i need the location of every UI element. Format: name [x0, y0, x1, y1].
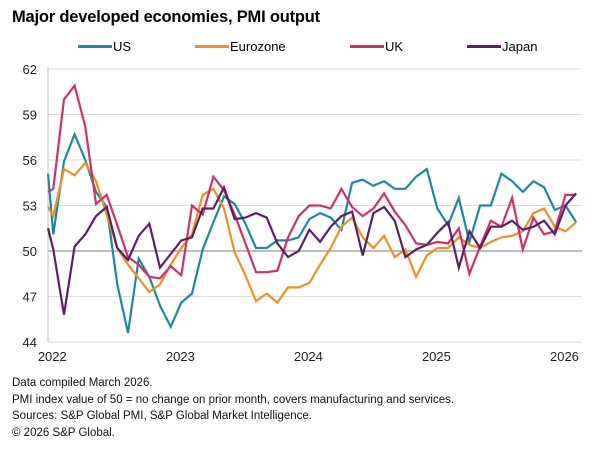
y-tick-label: 62: [23, 62, 37, 77]
legend-label-us: US: [113, 38, 132, 54]
y-tick-label: 50: [23, 244, 37, 259]
x-tick-label: 2025: [422, 349, 451, 364]
legend-label-eurozone: Eurozone: [230, 38, 286, 54]
footer-pmi-note: PMI index value of 50 = no change on pri…: [12, 393, 455, 406]
legend-item-eurozone: Eurozone: [195, 38, 286, 54]
footer-copyright: © 2026 S&P Global.: [12, 426, 115, 439]
footer-data-compiled: Data compiled March 2026.: [12, 377, 153, 389]
chart-title: Major developed economies, PMI output: [12, 8, 320, 26]
footer-sources: Sources: S&P Global PMI, S&P Global Mark…: [12, 410, 312, 422]
legend-label-japan: Japan: [502, 38, 538, 54]
legend-swatch-uk: [350, 44, 384, 48]
legend-swatch-japan: [467, 44, 501, 48]
series-line-uk: [47, 83, 577, 280]
series-line-us: [46, 131, 578, 334]
legend-label-uk: UK: [385, 38, 404, 54]
y-tick-label: 53: [23, 199, 37, 214]
legend-item-uk: UK: [350, 38, 403, 54]
legend-swatch-eurozone: [195, 44, 229, 48]
series-line-eurozone: [47, 161, 577, 305]
x-tick-label: 2023: [166, 349, 195, 364]
legend-item-japan: Japan: [467, 38, 537, 54]
x-tick-label: 2022: [38, 349, 67, 364]
y-tick-label: 47: [23, 290, 37, 305]
legend-item-us: US: [78, 38, 131, 54]
y-tick-label: 44: [23, 335, 37, 350]
x-tick-label: 2026: [550, 349, 579, 364]
y-tick-label: 56: [23, 153, 37, 168]
series-line-japan: [46, 184, 577, 315]
y-tick-label: 59: [23, 108, 37, 123]
legend-swatch-us: [78, 44, 112, 48]
x-tick-label: 2024: [294, 349, 323, 364]
chart-footer: Data compiled March 2026. PMI index valu…: [12, 375, 454, 441]
